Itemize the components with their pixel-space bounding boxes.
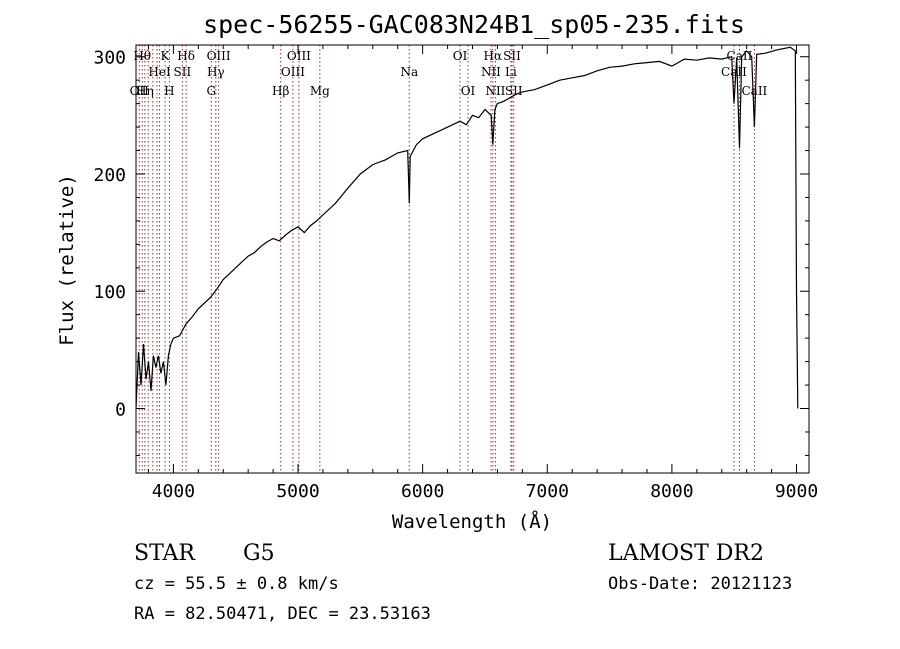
line-marker-label: OI bbox=[453, 49, 468, 63]
line-marker-label: SII bbox=[505, 84, 523, 98]
redshift-readout: cz = 55.5 ± 0.8 km/s bbox=[134, 574, 339, 594]
x-tick-label: 5000 bbox=[276, 481, 319, 502]
y-axis: 0 100 200 300 bbox=[93, 48, 809, 456]
subclass: G5 bbox=[243, 541, 275, 566]
x-tick-label: 8000 bbox=[650, 481, 693, 502]
line-marker-label: Li bbox=[505, 65, 517, 79]
line-marker-label: CaII bbox=[727, 49, 753, 63]
line-marker-label: SII bbox=[503, 49, 521, 63]
line-marker-label: OIII bbox=[207, 49, 231, 63]
line-marker-label: OIII bbox=[281, 65, 305, 79]
chart-title: spec-56255-GAC083N24B1_sp05-235.fits bbox=[203, 10, 745, 39]
x-tick-label: 9000 bbox=[775, 481, 818, 502]
object-type: STAR bbox=[134, 541, 196, 566]
line-marker-label: OII bbox=[130, 84, 150, 98]
line-marker-label: Hη bbox=[136, 84, 154, 98]
coordinates: RA = 82.50471, DEC = 23.53163 bbox=[134, 604, 431, 624]
emission-line-markers bbox=[138, 45, 755, 473]
x-axis-label: Wavelength (Å) bbox=[392, 510, 552, 533]
y-tick-label: 200 bbox=[93, 165, 126, 186]
line-marker-label: Na bbox=[400, 65, 418, 79]
x-tick-label: 6000 bbox=[401, 481, 444, 502]
line-marker-label: SII bbox=[174, 65, 192, 79]
line-marker-label: Hβ bbox=[272, 84, 289, 98]
line-marker-label: OIII bbox=[287, 49, 311, 63]
obs-date: Obs-Date: 20121123 bbox=[608, 574, 792, 594]
line-marker-label: Hα bbox=[484, 49, 503, 63]
plot-frame bbox=[135, 44, 810, 474]
line-marker-label: HeI bbox=[148, 65, 171, 79]
line-marker-label: G bbox=[206, 84, 216, 98]
line-marker-label: OI bbox=[461, 84, 476, 98]
line-marker-label: Mg bbox=[310, 84, 330, 98]
line-marker-label: CaII bbox=[721, 65, 747, 79]
line-marker-label: CaII bbox=[741, 84, 767, 98]
line-marker-label: NII bbox=[481, 65, 501, 79]
y-tick-label: 100 bbox=[93, 282, 126, 303]
line-marker-label: NII bbox=[485, 84, 505, 98]
line-marker-label: K bbox=[161, 49, 171, 63]
y-axis-label: Flux (relative) bbox=[56, 174, 78, 346]
x-tick-label: 4000 bbox=[152, 481, 195, 502]
spectrum-line bbox=[135, 46, 799, 409]
y-tick-label: 0 bbox=[115, 400, 126, 421]
line-marker-label: Hθ bbox=[133, 49, 151, 63]
x-axis: 4000 5000 6000 7000 8000 9000 bbox=[147, 45, 818, 502]
line-marker-label: Hδ bbox=[177, 49, 195, 63]
line-marker-label: Hγ bbox=[207, 65, 225, 79]
emission-line-labels: OIIHθHηHeIKHSIIHδGHγOIIIHβOIIIOIIIMgNaOI… bbox=[130, 49, 768, 98]
survey-name: LAMOST DR2 bbox=[608, 541, 764, 566]
y-tick-label: 300 bbox=[93, 48, 126, 69]
line-marker-label: H bbox=[164, 84, 174, 98]
x-tick-label: 7000 bbox=[526, 481, 569, 502]
